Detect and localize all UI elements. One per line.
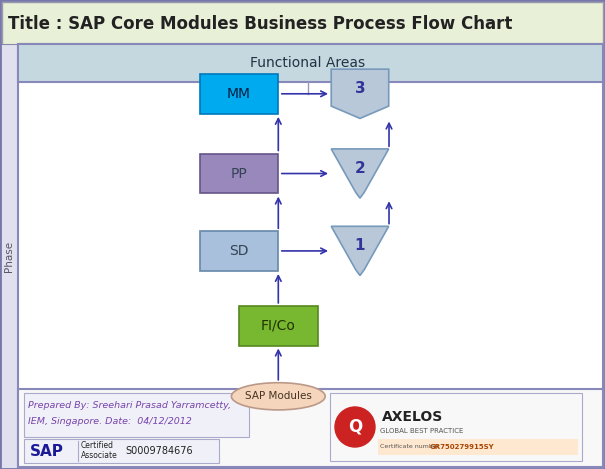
- Text: 3: 3: [355, 82, 365, 96]
- Text: Q: Q: [348, 418, 362, 436]
- Text: IEM, Singapore. Date:  04/12/2012: IEM, Singapore. Date: 04/12/2012: [28, 417, 192, 426]
- FancyBboxPatch shape: [200, 74, 278, 114]
- FancyBboxPatch shape: [239, 306, 318, 346]
- Text: Phase: Phase: [4, 241, 14, 272]
- Text: GR750279915SY: GR750279915SY: [430, 444, 495, 450]
- Text: S0009784676: S0009784676: [125, 446, 192, 456]
- FancyBboxPatch shape: [24, 393, 249, 437]
- FancyBboxPatch shape: [0, 44, 18, 469]
- Text: MM: MM: [227, 87, 251, 101]
- Text: GLOBAL BEST PRACTICE: GLOBAL BEST PRACTICE: [380, 428, 463, 434]
- Polygon shape: [331, 69, 388, 119]
- Text: AXELOS: AXELOS: [382, 410, 443, 424]
- FancyBboxPatch shape: [24, 439, 219, 463]
- FancyBboxPatch shape: [18, 389, 603, 467]
- FancyBboxPatch shape: [200, 154, 278, 194]
- Text: 1: 1: [355, 239, 365, 253]
- Text: Associate: Associate: [81, 452, 118, 461]
- Polygon shape: [331, 227, 388, 276]
- Text: 2: 2: [355, 161, 365, 176]
- FancyBboxPatch shape: [18, 44, 603, 467]
- Text: SD: SD: [229, 244, 249, 258]
- FancyBboxPatch shape: [18, 44, 603, 82]
- FancyBboxPatch shape: [2, 2, 603, 46]
- Ellipse shape: [231, 383, 325, 410]
- Polygon shape: [331, 149, 388, 198]
- Text: Certificate number: Certificate number: [380, 445, 439, 449]
- Text: FI/Co: FI/Co: [261, 319, 296, 333]
- FancyBboxPatch shape: [330, 393, 582, 461]
- FancyBboxPatch shape: [200, 231, 278, 271]
- Text: Prepared By: Sreehari Prasad Yarramcetty,: Prepared By: Sreehari Prasad Yarramcetty…: [28, 401, 231, 410]
- Text: SAP: SAP: [30, 444, 64, 459]
- Text: SAP Modules: SAP Modules: [245, 391, 312, 401]
- Circle shape: [335, 407, 375, 447]
- FancyBboxPatch shape: [378, 439, 578, 455]
- Text: Certified: Certified: [81, 441, 114, 451]
- Text: Title : SAP Core Modules Business Process Flow Chart: Title : SAP Core Modules Business Proces…: [8, 15, 512, 33]
- Text: PP: PP: [231, 166, 247, 181]
- Text: Functional Areas: Functional Areas: [250, 56, 365, 70]
